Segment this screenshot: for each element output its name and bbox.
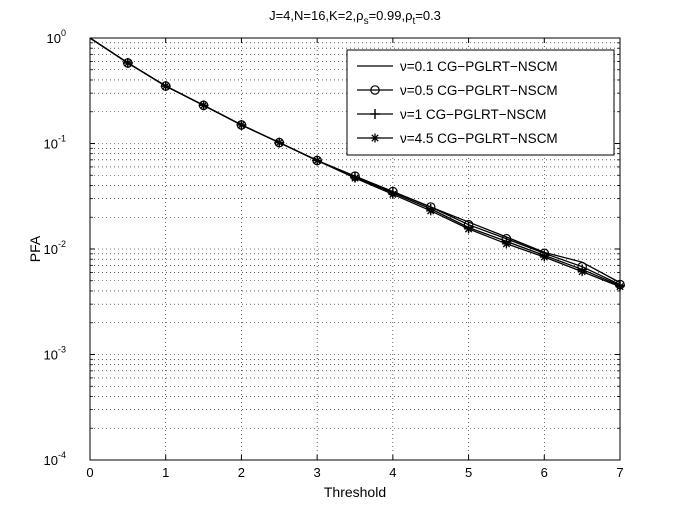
x-tick-label: 6 (541, 465, 548, 480)
legend-entry: ν=0.1 CG−PGLRT−NSCM (357, 59, 558, 74)
star-marker-stroke (275, 138, 283, 147)
data-point (388, 189, 398, 199)
legend-marker (370, 85, 380, 95)
title-text: J=4,N=16,K=2,ρ (269, 8, 364, 23)
star-marker-stroke (199, 101, 208, 109)
star-marker-stroke (162, 82, 170, 90)
x-axis-label: Threshold (324, 484, 386, 500)
y-tick-base: 10 (44, 453, 58, 468)
chart-title: J=4,N=16,K=2,ρs=0.99,ρt=0.3 (269, 8, 441, 27)
legend-label: ν=1 CG−PGLRT−NSCM (400, 107, 546, 122)
data-point (426, 206, 436, 216)
star-marker-stroke (124, 59, 132, 67)
data-point (199, 100, 209, 110)
y-tick-base: 10 (44, 242, 58, 257)
y-tick-exponent: 0 (61, 28, 66, 38)
y-tick-base: 10 (44, 137, 58, 152)
star-marker-stroke (389, 190, 397, 198)
y-tick-base: 10 (47, 31, 61, 46)
star-marker-stroke (427, 207, 435, 215)
data-point (539, 252, 549, 262)
x-tick-label: 5 (465, 465, 472, 480)
x-tick-label: 3 (314, 465, 321, 480)
data-point (161, 81, 171, 91)
legend: ν=0.1 CG−PGLRT−NSCM ν=0.5 CG−PGLRT−NSCM ν=… (346, 49, 615, 156)
title-subscript: s (364, 16, 369, 27)
star-marker-stroke (313, 156, 321, 165)
legend-label: ν=0.1 CG−PGLRT−NSCM (400, 59, 558, 74)
y-tick-exponent: -2 (58, 239, 66, 249)
y-tick-base: 10 (44, 348, 58, 363)
y-tick-exponent: -4 (58, 450, 66, 460)
legend-entry: ν=1 CG−PGLRT−NSCM (357, 107, 546, 122)
legend-marker (370, 109, 380, 119)
data-point (501, 239, 511, 249)
data-point (236, 120, 246, 130)
data-point (312, 156, 322, 166)
data-point (577, 267, 587, 277)
star-marker-stroke (578, 267, 586, 276)
star-marker-stroke (502, 240, 511, 248)
x-tick-label: 7 (616, 465, 623, 480)
data-point (123, 58, 133, 68)
legend-marker (370, 133, 380, 143)
legend-entry: ν=0.5 CG−PGLRT−NSCM (357, 83, 558, 98)
star-marker-stroke (464, 225, 473, 233)
y-tick-exponent: -3 (58, 345, 66, 355)
legend-label: ν=4.5 CG−PGLRT−NSCM (400, 131, 558, 146)
star-marker-stroke (237, 121, 246, 129)
y-tick-label: 10-1 (44, 134, 66, 152)
x-tick-label: 4 (389, 465, 396, 480)
data-point (464, 224, 474, 234)
x-tick-label: 2 (238, 465, 245, 480)
star-marker-stroke (371, 134, 379, 142)
y-tick-label: 10-3 (44, 345, 66, 363)
data-point (350, 173, 360, 183)
star-marker-stroke (351, 174, 359, 182)
y-tick-label: 10-2 (44, 239, 66, 257)
y-axis-label: PFA (27, 235, 43, 262)
y-tick-label: 10-4 (44, 450, 66, 468)
title-text: =0.99,ρ (369, 8, 413, 23)
data-point (274, 138, 284, 148)
legend-entry: ν=4.5 CG−PGLRT−NSCM (357, 131, 558, 146)
title-text: =0.3 (415, 8, 441, 23)
y-tick-label: 100 (47, 28, 66, 46)
title-subscript: t (412, 16, 415, 27)
x-tick-label: 1 (162, 465, 169, 480)
y-tick-exponent: -1 (58, 134, 66, 144)
legend-label: ν=0.5 CG−PGLRT−NSCM (400, 83, 558, 98)
x-tick-label: 0 (86, 465, 93, 480)
star-marker-stroke (540, 253, 548, 261)
